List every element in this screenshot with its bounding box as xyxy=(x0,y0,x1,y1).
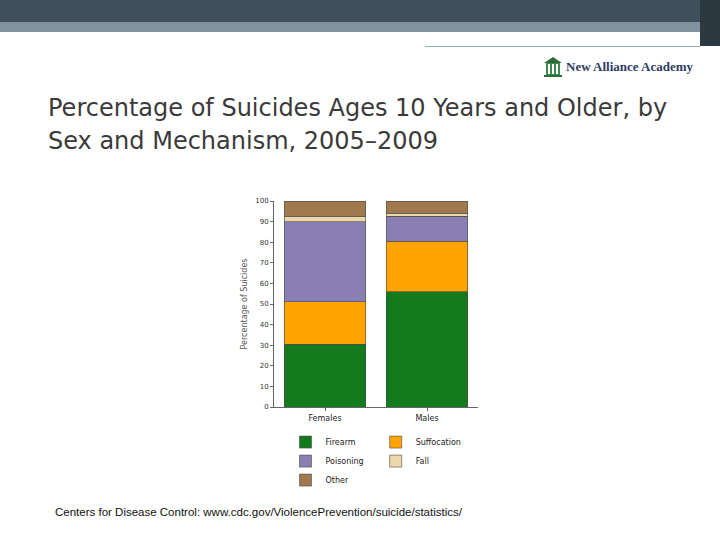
svg-text:90: 90 xyxy=(260,218,269,226)
html-text:New Alliance Academy: New Alliance Academy xyxy=(566,59,694,74)
svg-text:Firearm: Firearm xyxy=(326,438,356,447)
svg-text:Fall: Fall xyxy=(416,457,429,466)
svg-text:70: 70 xyxy=(260,259,269,267)
svg-text:Females: Females xyxy=(308,414,341,423)
html-text:Centers for Disease Control: w: Centers for Disease Control: www.cdc.gov… xyxy=(55,506,462,518)
svg-text:100: 100 xyxy=(255,197,268,205)
svg-text:60: 60 xyxy=(260,280,269,288)
html-text:Percentage of Suicides Ages 10: Percentage of Suicides Ages 10 Years and… xyxy=(48,94,668,155)
svg-text:Males: Males xyxy=(415,414,438,423)
svg-text:40: 40 xyxy=(260,321,269,329)
svg-text:Poisoning: Poisoning xyxy=(326,457,364,466)
svg-text:Other: Other xyxy=(326,476,349,485)
svg-text:Suffocation: Suffocation xyxy=(416,438,461,447)
svg-text:Percentage of Suicides: Percentage of Suicides xyxy=(240,259,249,350)
svg-text:30: 30 xyxy=(260,342,269,350)
svg-text:0: 0 xyxy=(264,403,268,411)
svg-text:80: 80 xyxy=(260,239,269,247)
svg-text:10: 10 xyxy=(260,383,269,391)
svg-text:20: 20 xyxy=(260,362,269,370)
svg-text:50: 50 xyxy=(260,300,269,308)
